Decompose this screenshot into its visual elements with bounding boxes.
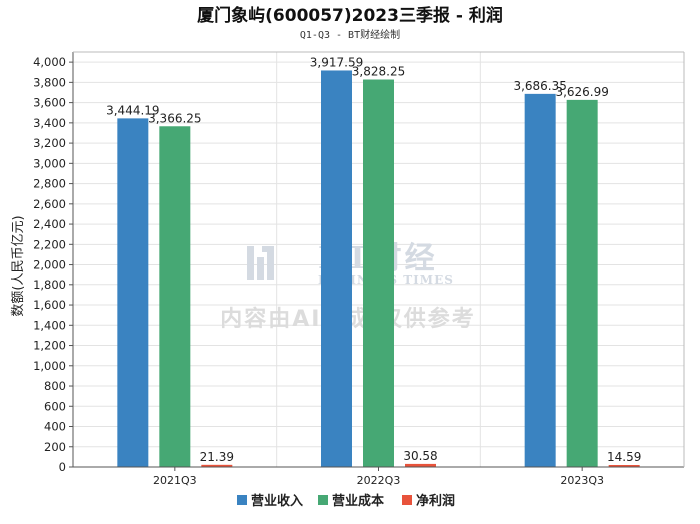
y-tick-label: 400 (44, 420, 66, 434)
bar (321, 70, 352, 468)
y-tick-label: 2,400 (33, 217, 66, 231)
bar (363, 79, 394, 467)
data-label: 14.59 (607, 450, 641, 464)
y-tick-label: 1,400 (33, 318, 66, 332)
data-label: 3,626.99 (555, 85, 608, 99)
y-tick-label: 3,600 (33, 96, 66, 110)
legend-label: 营业成本 (332, 493, 384, 509)
bar (405, 463, 436, 467)
y-tick-label: 1,200 (33, 339, 66, 353)
x-tick-label: 2022Q3 (357, 474, 401, 487)
bar (201, 464, 233, 467)
legend-swatch (402, 495, 412, 505)
y-tick-label: 600 (44, 399, 66, 413)
y-tick-label: 800 (44, 379, 66, 393)
y-axis-ticks: 0 200 400 600 800 1,000 1,200 1,400 1,600 1,800 2,… (33, 55, 73, 474)
bar (159, 126, 191, 468)
y-tick-label: 4,000 (33, 55, 66, 69)
watermark-logo-icon (247, 246, 274, 280)
y-tick-label: 3,000 (33, 156, 66, 170)
y-axis-label: 数额(人民币亿元) (11, 215, 26, 316)
y-tick-label: 2,600 (33, 197, 66, 211)
chart-subtitle: Q1-Q3 - BT财经绘制 (300, 28, 400, 41)
data-label: 30.58 (403, 449, 437, 463)
legend-label: 营业收入 (251, 493, 303, 509)
bar (566, 99, 598, 467)
x-axis-ticks: 2021Q3 2022Q3 2023Q3 (153, 467, 604, 487)
y-tick-label: 200 (44, 440, 66, 454)
legend-swatch (318, 495, 328, 505)
bar (608, 465, 640, 467)
legend: 营业收入 营业成本 净利润 (237, 493, 455, 509)
bar (117, 118, 149, 467)
legend-label: 净利润 (416, 493, 455, 509)
x-tick-label: 2023Q3 (560, 474, 604, 487)
y-tick-label: 3,200 (33, 136, 66, 150)
bar (524, 93, 556, 468)
y-tick-label: 0 (59, 460, 66, 474)
data-labels: 3,444.193,366.25 21.39 3,917.593,828.25 30.… (106, 55, 641, 464)
y-tick-label: 3,400 (33, 116, 66, 130)
y-tick-label: 1,800 (33, 278, 66, 292)
legend-swatch (237, 495, 247, 505)
bars (117, 70, 640, 468)
y-tick-label: 1,000 (33, 359, 66, 373)
x-tick-label: 2021Q3 (153, 474, 197, 487)
data-label: 3,444.19 (106, 103, 159, 117)
y-tick-label: 2,000 (33, 258, 66, 272)
data-label: 21.39 (200, 450, 234, 464)
chart-title: 厦门象屿(600057)2023三季报 - 利润 (197, 5, 503, 26)
data-label: 3,828.25 (352, 65, 405, 79)
y-tick-label: 2,200 (33, 237, 66, 251)
data-label: 3,366.25 (148, 111, 201, 125)
data-label: 3,686.35 (513, 79, 566, 93)
y-tick-label: 2,800 (33, 177, 66, 191)
data-label: 3,917.59 (310, 55, 363, 69)
y-tick-label: 3,800 (33, 75, 66, 89)
y-tick-label: 1,600 (33, 298, 66, 312)
